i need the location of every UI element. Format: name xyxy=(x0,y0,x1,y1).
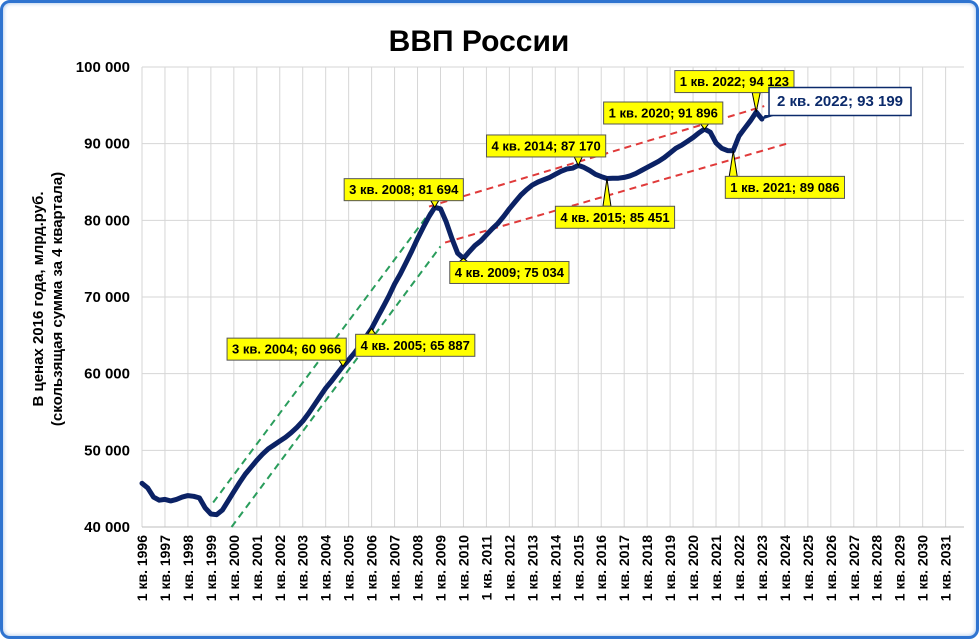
gdp-line-chart: ВВП России В ценах 2016 года, млрд.руб. … xyxy=(30,25,964,601)
x-tick-label: 1 кв. 2028 xyxy=(869,535,885,601)
x-tick-label: 1 кв. 2018 xyxy=(639,535,655,601)
x-tick-label: 1 кв. 2000 xyxy=(226,535,242,601)
data-label-leader xyxy=(728,150,738,177)
x-tick-label: 1 кв. 2021 xyxy=(708,535,724,601)
x-tick-label: 1 кв. 2008 xyxy=(410,535,426,601)
x-tick-label: 1 кв. 2006 xyxy=(364,535,380,601)
gdp-series-line xyxy=(139,109,765,518)
data-label: 4 кв. 2005; 65 887 xyxy=(355,327,476,357)
x-tick-label: 1 кв. 2026 xyxy=(823,535,839,601)
x-tick-label: 1 кв. 2019 xyxy=(662,535,678,601)
data-label-box xyxy=(355,333,476,357)
data-label-text: 4 кв. 2015; 85 451 xyxy=(560,210,669,225)
data-label-text: 4 кв. 2005; 65 887 xyxy=(361,338,470,353)
data-label-text: 2 кв. 2022; 93 199 xyxy=(777,93,903,110)
chart-title: ВВП России xyxy=(389,25,570,58)
x-tick-label: 1 кв. 2007 xyxy=(387,535,403,601)
x-tick-label: 1 кв. 2003 xyxy=(295,535,311,601)
data-label: 4 кв. 2015; 85 451 xyxy=(554,178,676,229)
x-tick-label: 1 кв. 2013 xyxy=(524,535,540,601)
x-tick-label: 1 кв. 2010 xyxy=(455,535,471,601)
x-tick-label: 1 кв. 2023 xyxy=(754,535,770,601)
data-label: 3 кв. 2008; 81 694 xyxy=(343,178,464,209)
x-tick-label: 1 кв. 2025 xyxy=(800,535,816,601)
y-tick-labels: 40 000 50 000 60 000 70 000 80 000 90 000 100 … xyxy=(76,59,130,536)
data-label: 1 кв. 2020; 91 896 xyxy=(603,101,724,130)
x-tick-label: 1 кв. 1999 xyxy=(203,535,219,601)
data-label-box xyxy=(768,86,912,117)
data-label-box xyxy=(343,178,464,202)
x-tick-label: 1 кв. 2011 xyxy=(478,535,494,601)
y-tick-label: 80 000 xyxy=(84,212,130,229)
x-tick-label: 1 кв. 2005 xyxy=(341,535,357,601)
y-tick-label: 50 000 xyxy=(84,442,130,459)
x-tick-label: 1 кв. 1997 xyxy=(157,535,173,601)
data-label-box xyxy=(554,205,676,229)
annotations-layer: 3 кв. 2008; 81 694 3 кв. 2004; 60 966 4 кв… xyxy=(226,70,912,368)
y-tick-label: 70 000 xyxy=(84,289,130,306)
data-label: 4 кв. 2009; 75 034 xyxy=(449,257,570,284)
gridlines xyxy=(141,66,964,528)
x-tick-labels: 1 кв. 1996 1 кв. 1997 1 кв. 1998 1 кв. 1999… xyxy=(134,535,954,601)
x-tick-label: 1 кв. 2027 xyxy=(846,535,862,601)
data-label-box xyxy=(449,260,570,284)
data-label-text: 3 кв. 2004; 60 966 xyxy=(232,342,341,357)
data-label-box xyxy=(724,175,845,199)
x-tick-label: 1 кв. 2031 xyxy=(938,535,954,601)
y-axis-label-line2: (скользящая сумма за 4 квартала) xyxy=(49,172,66,426)
data-label-box xyxy=(486,134,607,158)
x-tick-label: 1 кв. 2020 xyxy=(685,535,701,601)
data-label-leader xyxy=(602,178,612,207)
data-label-box xyxy=(603,101,724,125)
data-label-text: 4 кв. 2009; 75 034 xyxy=(455,265,565,280)
data-label: 2 кв. 2022; 93 199 xyxy=(760,86,912,121)
y-axis-label: В ценах 2016 года, млрд.руб. (скользящая… xyxy=(30,172,66,426)
series-layer xyxy=(139,109,765,518)
data-label: 1 кв. 2021; 89 086 xyxy=(724,150,845,199)
data-label-text: 1 кв. 2022; 94 123 xyxy=(680,74,789,89)
x-tick-label: 1 кв. 2014 xyxy=(547,535,563,601)
x-tick-label: 1 кв. 2024 xyxy=(777,535,793,601)
data-label-text: 3 кв. 2008; 81 694 xyxy=(349,182,459,197)
x-tick-label: 1 кв. 1998 xyxy=(180,535,196,601)
x-tick-label: 1 кв. 2002 xyxy=(272,535,288,601)
x-tick-label: 1 кв. 2009 xyxy=(432,535,448,601)
x-tick-label: 1 кв. 2030 xyxy=(915,535,931,601)
x-tick-label: 1 кв. 2012 xyxy=(501,535,517,601)
data-label-text: 1 кв. 2021; 89 086 xyxy=(730,180,839,195)
data-label-box xyxy=(674,70,795,94)
x-tick-label: 1 кв. 2001 xyxy=(249,535,265,601)
trend-line xyxy=(230,245,442,528)
x-tick-label: 1 кв. 2016 xyxy=(593,535,609,601)
x-tick-label: 1 кв. 1996 xyxy=(134,535,150,601)
data-label-text: 4 кв. 2014; 87 170 xyxy=(492,138,601,153)
y-tick-label: 60 000 xyxy=(84,366,130,383)
y-tick-label: 90 000 xyxy=(84,136,130,153)
data-label: 1 кв. 2022; 94 123 xyxy=(674,70,795,113)
x-tick-label: 1 кв. 2017 xyxy=(616,535,632,601)
y-axis-label-line1: В ценах 2016 года, млрд.руб. xyxy=(30,191,47,406)
data-label-box xyxy=(226,337,347,361)
x-tick-label: 1 кв. 2029 xyxy=(892,535,908,601)
y-tick-label: 40 000 xyxy=(84,519,130,536)
x-tick-label: 1 кв. 2022 xyxy=(731,535,747,601)
x-tick-label: 1 кв. 2004 xyxy=(318,535,334,601)
data-label-text: 1 кв. 2020; 91 896 xyxy=(609,106,718,121)
x-tick-label: 1 кв. 2015 xyxy=(570,535,586,601)
data-label: 4 кв. 2014; 87 170 xyxy=(486,134,607,167)
data-label: 3 кв. 2004; 60 966 xyxy=(226,337,348,368)
y-tick-label: 100 000 xyxy=(76,59,130,76)
trend-lines xyxy=(212,105,790,528)
